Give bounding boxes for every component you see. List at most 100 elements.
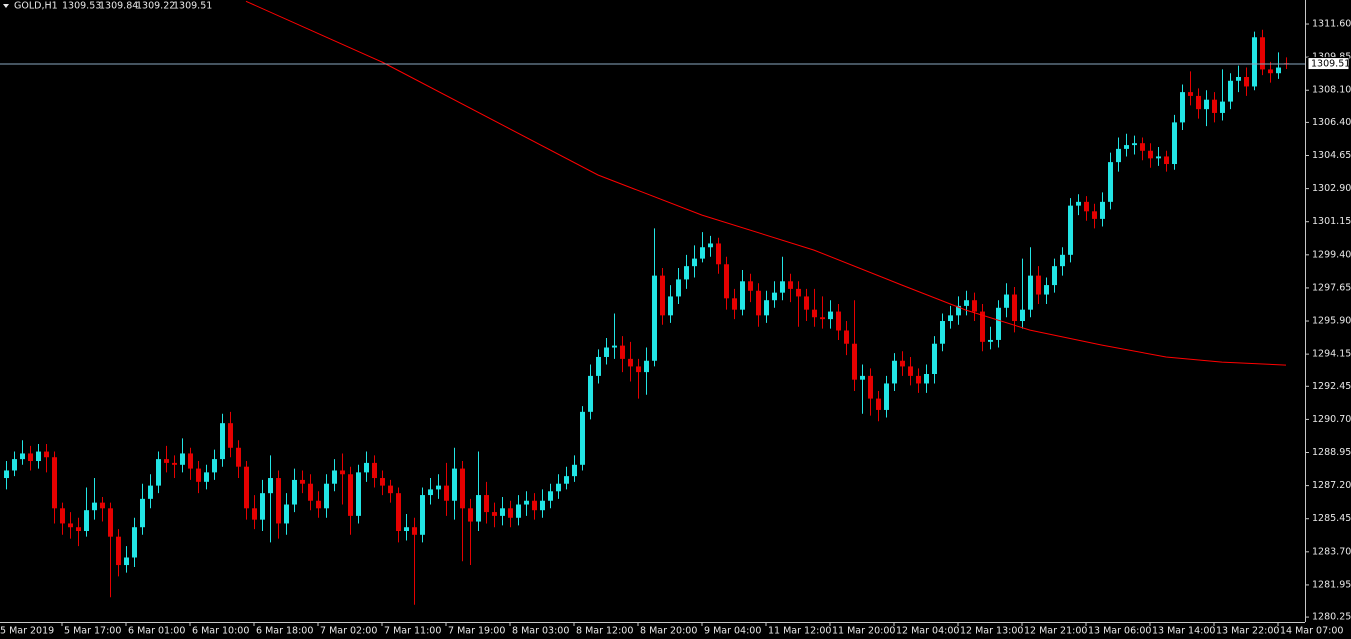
candle-body	[844, 330, 849, 344]
x-tick-label: 5 Mar 17:00	[64, 626, 121, 637]
candle-body	[220, 423, 225, 460]
candle-body	[444, 485, 449, 501]
candle-body	[420, 495, 425, 535]
x-tick-label: 14 Mar 07:00	[1280, 626, 1343, 637]
candle-body	[500, 508, 505, 516]
candle-body	[508, 508, 513, 518]
candle-body	[284, 504, 289, 524]
candle-body	[76, 527, 81, 532]
moving-average	[245, 0, 1287, 366]
menu-arrow[interactable]	[3, 4, 9, 8]
candle-body	[1156, 156, 1161, 159]
x-tick-label: 12 Mar 21:00	[1024, 626, 1087, 637]
candle-body	[876, 398, 881, 410]
candle-body	[332, 470, 337, 484]
candle-body	[652, 275, 657, 361]
candle-body	[1076, 201, 1081, 206]
candle-body	[676, 279, 681, 297]
candle-body	[724, 264, 729, 299]
candle-body	[556, 483, 561, 492]
candle-body	[476, 495, 481, 522]
candle-body	[148, 485, 153, 499]
candle-body	[460, 468, 465, 509]
y-tick-label: 1285.45	[1312, 513, 1351, 524]
header-close: 1309.51	[173, 1, 212, 12]
y-tick-label: 1283.70	[1312, 546, 1351, 557]
candle-body	[852, 343, 857, 380]
header-high: 1309.84	[99, 1, 138, 12]
candle-body	[932, 343, 937, 374]
candle-body	[940, 321, 945, 344]
candle-body	[340, 470, 345, 475]
candle-body	[436, 485, 441, 490]
candle-body	[1220, 101, 1225, 113]
candle-body	[964, 300, 969, 306]
candle-body	[1140, 143, 1145, 151]
candle-body	[596, 356, 601, 376]
y-tick-label: 1295.90	[1312, 316, 1351, 327]
candle-body	[1020, 309, 1025, 322]
candle-body	[132, 527, 137, 558]
candle-body	[1268, 69, 1273, 74]
x-tick-label: 9 Mar 04:00	[704, 626, 761, 637]
candle-body	[660, 275, 665, 316]
candle-body	[1236, 76, 1241, 81]
candle-body	[364, 462, 369, 473]
candle-body	[740, 281, 745, 310]
y-tick-label: 1297.65	[1312, 282, 1351, 293]
candle-body	[308, 483, 313, 501]
candle-body	[708, 243, 713, 248]
candle-body	[324, 483, 329, 509]
x-tick-label: 13 Mar 14:00	[1152, 626, 1215, 637]
candle-body	[236, 447, 241, 467]
candle-body	[164, 459, 169, 463]
candle-body	[996, 307, 1001, 340]
candle-body	[820, 317, 825, 320]
candle-body	[1148, 150, 1153, 159]
candle-body	[540, 500, 545, 511]
candle-body	[804, 296, 809, 310]
candle-body	[428, 489, 433, 496]
x-tick-label: 8 Mar 12:00	[576, 626, 633, 637]
y-tick-label: 1288.95	[1312, 447, 1351, 458]
candle-body	[1044, 285, 1049, 295]
candle-body	[380, 478, 385, 486]
candle-body	[1036, 275, 1041, 295]
candle-body	[972, 300, 977, 312]
candle-body	[1108, 162, 1113, 202]
candle-body	[212, 459, 217, 473]
candle-body	[252, 508, 257, 520]
candle-body	[1252, 37, 1257, 87]
candle-body	[1132, 143, 1137, 146]
candle-body	[948, 315, 953, 322]
x-tick-label: 7 Mar 19:00	[448, 626, 505, 637]
candle-body	[684, 266, 689, 280]
candle-body	[372, 462, 377, 479]
candle-body	[748, 281, 753, 291]
candle-body	[1180, 92, 1185, 123]
x-tick-label: 7 Mar 11:00	[384, 626, 441, 637]
y-tick-label: 1301.15	[1312, 216, 1351, 227]
candle-body	[988, 339, 993, 342]
candle-body	[468, 508, 473, 522]
candle-body	[100, 502, 105, 509]
candle-body	[1092, 211, 1097, 219]
candle-body	[84, 510, 89, 532]
candle-body	[244, 466, 249, 509]
x-tick-label: 11 Mar 12:00	[768, 626, 831, 637]
y-tick-label: 1299.40	[1312, 249, 1351, 260]
candle-body	[620, 345, 625, 359]
candle-body	[1260, 37, 1265, 70]
candle-body	[716, 243, 721, 265]
candle-body	[36, 451, 41, 462]
candle-body	[772, 292, 777, 301]
candle-body	[20, 453, 25, 460]
x-tick-label: 8 Mar 20:00	[640, 626, 697, 637]
y-tick-label: 1311.60	[1312, 19, 1351, 30]
price-label-box	[1307, 57, 1350, 71]
candle-body	[1204, 99, 1209, 110]
candle-body	[52, 457, 57, 509]
candle-body	[860, 375, 865, 380]
candle-body	[636, 366, 641, 373]
